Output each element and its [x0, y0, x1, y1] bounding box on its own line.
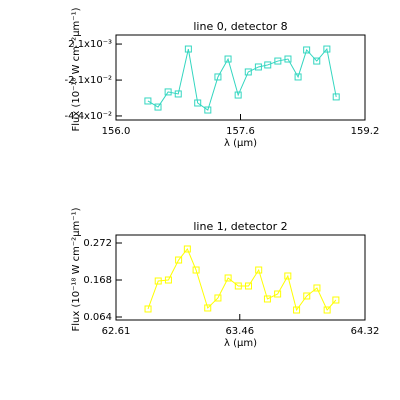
x-axis-label: λ (μm): [224, 138, 257, 149]
data-point: [254, 63, 262, 71]
data-point: [214, 294, 222, 302]
data-point: [245, 282, 253, 290]
data-point: [204, 106, 212, 114]
data-point: [192, 266, 200, 274]
y-tick-label: -2.1x10⁻²: [65, 75, 112, 86]
data-point: [244, 68, 252, 76]
data-point: [255, 266, 263, 274]
y-tick-label: 0.272: [83, 238, 112, 249]
data-point: [313, 57, 321, 65]
data-point: [303, 292, 311, 300]
data-point: [294, 73, 302, 81]
chart-title: line 0, detector 8: [193, 20, 287, 33]
data-point: [224, 55, 232, 63]
x-tick-label: 156.0: [102, 126, 131, 137]
data-point: [174, 90, 182, 98]
y-tick-label: 0.064: [83, 312, 112, 323]
y-tick-label: -4.4x10⁻²: [65, 111, 112, 122]
data-point: [332, 93, 340, 101]
plot-frame: [115, 34, 366, 121]
x-tick-label: 157.6: [226, 126, 255, 137]
y-axis-label: Flux (10⁻¹⁸ W cm⁻²μm⁻¹): [71, 7, 82, 131]
x-tick-label: 64.32: [351, 326, 380, 337]
data-point: [263, 295, 271, 303]
data-point: [204, 304, 212, 312]
data-point: [323, 45, 331, 53]
data-point: [144, 305, 152, 313]
data-line: [147, 47, 337, 111]
y-tick-label: 0.168: [83, 275, 112, 286]
data-point: [284, 55, 292, 63]
data-point: [154, 103, 162, 111]
data-point: [274, 57, 282, 65]
y-axis-label: Flux (10⁻¹⁸ W cm⁻²μm⁻¹): [71, 207, 82, 331]
x-axis-label: λ (μm): [224, 338, 257, 349]
x-tick-label: 62.61: [102, 326, 131, 337]
data-point: [264, 61, 272, 69]
data-point: [332, 296, 340, 304]
data-point: [164, 276, 172, 284]
data-point: [303, 46, 311, 54]
data-point: [234, 282, 242, 290]
data-point: [144, 97, 152, 105]
x-tick-label: 63.46: [225, 326, 254, 337]
x-tick-label: 159.2: [351, 126, 380, 137]
data-point: [313, 284, 321, 292]
y-tick-label: 2.1x10⁻³: [68, 39, 112, 50]
data-point: [284, 272, 292, 280]
data-point: [234, 91, 242, 99]
data-point: [184, 45, 192, 53]
data-point: [164, 88, 172, 96]
data-line: [147, 248, 337, 312]
data-point: [274, 290, 282, 298]
data-point: [293, 306, 301, 314]
data-point: [154, 277, 162, 285]
chart-title: line 1, detector 2: [193, 220, 287, 233]
data-point: [224, 274, 232, 282]
plot-frame: [115, 234, 366, 321]
data-point: [194, 99, 202, 107]
data-point: [175, 256, 183, 264]
data-point: [183, 245, 191, 253]
data-point: [323, 306, 331, 314]
data-point: [214, 73, 222, 81]
